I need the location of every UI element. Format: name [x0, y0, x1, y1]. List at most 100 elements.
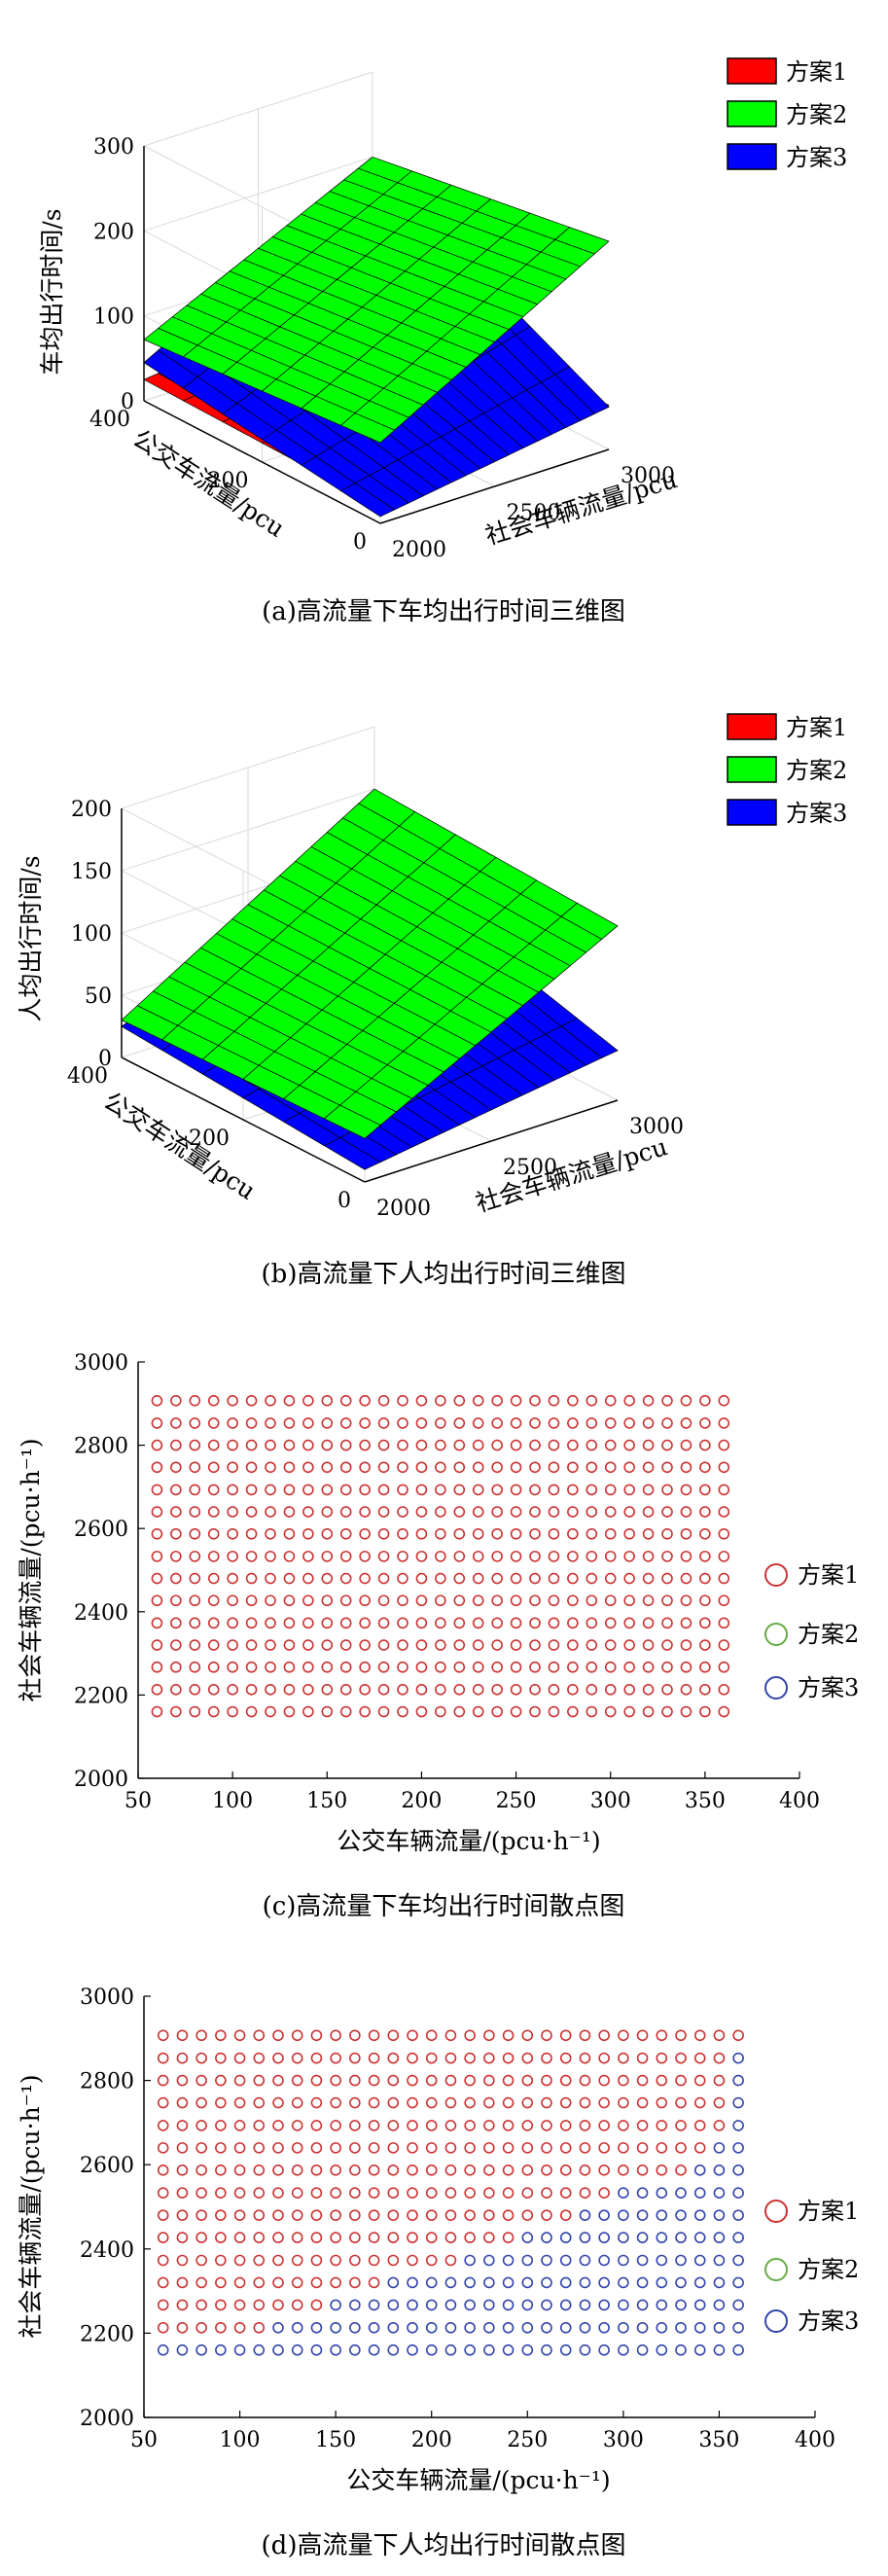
scatter-point-plan3: [656, 2343, 668, 2356]
scatter-point-plan3: [387, 2299, 400, 2311]
scatter-point-plan3: [502, 2321, 515, 2334]
scatter-point-plan1: [636, 2096, 649, 2109]
scatter-point-plan3: [579, 2232, 591, 2243]
scatter-point-plan1: [521, 2165, 534, 2176]
scatter-point-plan1: [425, 2165, 438, 2176]
scatter-point-plan1: [407, 2187, 418, 2200]
scatter-point-plan1: [368, 2187, 380, 2200]
scatter-point-plan1: [491, 1551, 503, 1562]
scatter-point-plan1: [207, 1527, 220, 1540]
scatter-point-plan1: [310, 2299, 323, 2311]
scatter-point-plan3: [253, 2343, 266, 2356]
scatter-point-plan1: [359, 1684, 371, 1696]
scatter-point-plan1: [157, 2029, 169, 2042]
scatter-point-plan3: [598, 2232, 610, 2243]
scatter-point-plan1: [265, 1661, 276, 1673]
scatter-point-plan1: [718, 1395, 730, 1407]
scatter-point-plan1: [349, 2187, 361, 2200]
legend-marker-plan3: [764, 1676, 788, 1699]
scatter-point-plan1: [675, 2052, 687, 2064]
scatter-point-plan1: [693, 2074, 706, 2087]
scatter-point-plan1: [387, 2120, 400, 2131]
scatter-point-plan1: [207, 1484, 220, 1496]
scatter-point-plan1: [283, 1506, 296, 1518]
scatter-point-plan1: [272, 2276, 284, 2289]
scatter-point-plan1: [272, 2052, 284, 2064]
scatter-point-plan1: [215, 2052, 227, 2064]
scatter-point-plan1: [227, 1461, 238, 1474]
scatter-point-plan1: [472, 1572, 484, 1585]
scatter-point-plan1: [215, 2276, 227, 2289]
scatter-point-plan1: [529, 1417, 541, 1429]
scatter-point-plan1: [253, 2187, 266, 2200]
scatter-point-plan1: [321, 1617, 334, 1629]
scatter-point-plan1: [699, 1617, 711, 1629]
scatter-point-plan1: [157, 2276, 169, 2289]
scatter-point-plan3: [618, 2254, 629, 2267]
x-tick-label: 300: [603, 2428, 644, 2452]
scatter-point-plan1: [377, 1506, 390, 1518]
scatter-point-plan1: [567, 1484, 579, 1496]
scatter-point-plan1: [579, 2052, 591, 2064]
legend-swatch-plan1: [727, 57, 777, 85]
scatter-point-plan1: [233, 2187, 246, 2200]
surface-2: [143, 156, 610, 444]
scatter-point-plan3: [368, 2321, 380, 2334]
scatter-point-plan1: [215, 2142, 227, 2154]
legend-label-plan3: 方案3: [786, 800, 847, 827]
scatter-point-plan1: [444, 2052, 457, 2064]
scatter-point-plan1: [291, 2029, 303, 2042]
scatter-point-plan1: [491, 1594, 503, 1607]
scatter-point-plan1: [265, 1461, 276, 1474]
x-tick-label: 200: [411, 2428, 452, 2452]
scatter-point-plan1: [245, 1461, 258, 1474]
scatter-point-plan1: [195, 2120, 207, 2131]
scatter-point-plan3: [732, 2343, 744, 2356]
scatter-point-plan1: [656, 2096, 668, 2109]
scatter-point-plan1: [207, 1551, 220, 1562]
scatter-point-plan1: [233, 2120, 246, 2131]
scatter-point-plan1: [718, 1594, 730, 1607]
legend-label-plan2: 方案2: [786, 101, 847, 128]
scatter-point-plan1: [189, 1705, 201, 1718]
scatter-point-plan1: [321, 1705, 334, 1718]
scatter-point-plan1: [377, 1484, 390, 1496]
scatter-point-plan1: [176, 2120, 189, 2131]
scatter-point-plan1: [359, 1551, 371, 1562]
scatter-point-plan1: [339, 1639, 352, 1651]
scatter-point-plan1: [548, 1705, 560, 1718]
scatter-point-plan3: [444, 2299, 457, 2311]
scatter-point-plan3: [675, 2187, 687, 2200]
scatter-point-plan1: [170, 1461, 182, 1474]
surface-2: [121, 788, 619, 1139]
scatter-point-plan1: [718, 1527, 730, 1540]
scatter-point-plan1: [675, 2120, 687, 2131]
scatter-point-plan1: [636, 2142, 649, 2154]
scatter-point-plan1: [586, 1661, 598, 1673]
scatter-point-plan3: [713, 2321, 726, 2334]
scatter-point-plan1: [656, 2074, 668, 2087]
scatter-point-plan1: [368, 2142, 380, 2154]
scatter-point-plan1: [415, 1617, 428, 1629]
scatter-point-plan1: [151, 1395, 163, 1407]
scatter-point-plan1: [559, 2165, 572, 2176]
scatter-point-plan1: [151, 1661, 163, 1673]
scatter-point-plan1: [435, 1572, 446, 1585]
scatter-point-plan1: [215, 2299, 227, 2311]
scatter-point-plan1: [283, 1439, 296, 1451]
scatter-point-plan1: [675, 2096, 687, 2109]
scatter-point-plan1: [680, 1461, 693, 1474]
scatter-point-plan1: [207, 1439, 220, 1451]
scatter-point-plan1: [567, 1439, 579, 1451]
scatter-point-plan1: [529, 1461, 541, 1474]
scatter-point-plan1: [233, 2299, 246, 2311]
x-tick-label: 150: [315, 2428, 356, 2452]
scatter-point-plan1: [435, 1439, 446, 1451]
y-tick-label: 400: [67, 1064, 108, 1089]
x-tick-label: 350: [698, 2428, 739, 2452]
z-tick-label: 100: [71, 922, 112, 947]
y-tick-label: 3000: [80, 1986, 134, 2010]
scatter-point-plan1: [227, 1684, 238, 1696]
legend-label-plan3: 方案3: [798, 2308, 859, 2335]
scatter-point-plan1: [435, 1617, 446, 1629]
